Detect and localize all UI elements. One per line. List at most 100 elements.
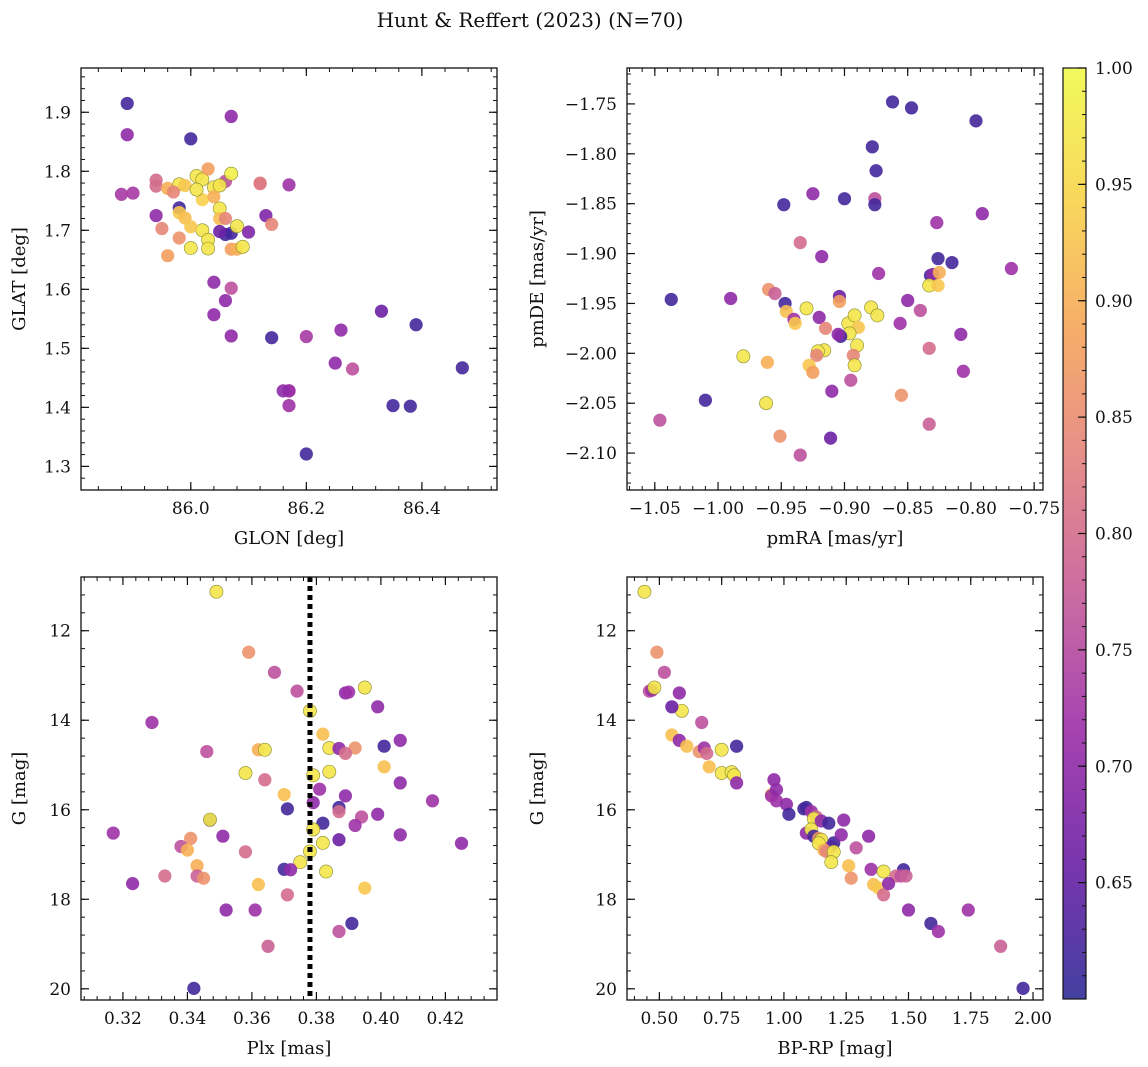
data-point xyxy=(393,776,407,790)
data-point xyxy=(178,178,192,193)
data-point xyxy=(158,869,172,883)
x-axis-label: BP-RP [mag] xyxy=(777,1038,892,1059)
data-point xyxy=(653,413,667,427)
data-point xyxy=(374,304,389,318)
colorbar-tick-label: 0.70 xyxy=(1095,757,1133,777)
axes-frame xyxy=(80,67,498,491)
panel-plx-g: 0.32 0.34 0.36 0.38 0.40 0.42 12 14 16 18 20 Plx [m… xyxy=(9,576,498,1059)
data-point xyxy=(822,816,836,830)
data-point xyxy=(114,187,129,201)
x-tick-label: 0.50 xyxy=(640,1009,678,1029)
data-point xyxy=(242,645,256,659)
data-point xyxy=(777,198,791,212)
data-point xyxy=(316,816,330,830)
data-point xyxy=(810,348,824,362)
data-point xyxy=(161,249,175,263)
data-point xyxy=(299,447,313,461)
y-tick-label: 18 xyxy=(49,890,71,910)
data-point xyxy=(120,128,134,142)
data-point xyxy=(847,358,862,373)
data-point xyxy=(277,787,291,802)
data-point xyxy=(315,835,330,850)
data-point xyxy=(238,845,253,859)
y-tick-label: −1.75 xyxy=(565,95,617,115)
data-point xyxy=(201,162,215,176)
data-point xyxy=(885,95,900,109)
data-point xyxy=(714,742,729,757)
data-point xyxy=(650,645,664,659)
data-point xyxy=(216,829,230,843)
data-point xyxy=(724,291,738,306)
data-point xyxy=(824,855,839,870)
data-point xyxy=(409,318,423,332)
data-point xyxy=(932,265,946,280)
x-axis-label: GLON [deg] xyxy=(234,528,344,549)
data-point xyxy=(377,739,391,753)
data-point xyxy=(207,190,221,204)
panel-bprp-g: 0.50 0.75 1.00 1.25 1.50 1.75 2.00 12 14 16 18 20 BP… xyxy=(527,576,1052,1059)
data-point xyxy=(207,275,221,289)
data-point xyxy=(238,766,253,780)
data-point xyxy=(224,166,239,181)
data-point xyxy=(812,310,826,325)
data-point xyxy=(904,101,919,115)
data-point xyxy=(251,877,265,892)
data-point xyxy=(975,207,989,221)
y-tick-label: 20 xyxy=(49,980,71,1000)
data-point xyxy=(189,182,204,197)
x-tick-label: 0.36 xyxy=(233,1009,271,1029)
y-axis-label: G [mag] xyxy=(9,752,30,825)
data-point xyxy=(876,888,891,902)
data-point xyxy=(149,179,163,193)
data-point xyxy=(149,208,163,223)
data-point xyxy=(844,871,858,885)
data-point xyxy=(207,308,221,322)
data-point xyxy=(345,916,359,931)
x-tick-label: 0.40 xyxy=(362,1009,400,1029)
y-tick-label: 16 xyxy=(49,801,71,821)
x-tick-label: −1.00 xyxy=(692,499,744,519)
data-point xyxy=(769,783,784,797)
panel-glon-glat: 86.0 86.2 86.4 1.3 1.4 1.5 1.6 1.7 1.8 1.9 GLON [d… xyxy=(9,67,498,549)
data-point xyxy=(695,715,709,730)
data-point xyxy=(930,216,944,230)
data-point xyxy=(864,862,878,876)
data-point xyxy=(212,178,227,193)
data-point xyxy=(961,903,975,917)
x-tick-label: −0.95 xyxy=(755,499,807,519)
x-tick-label: 0.38 xyxy=(297,1009,335,1029)
data-point xyxy=(994,939,1008,953)
y-tick-label: −1.90 xyxy=(565,245,617,265)
data-point xyxy=(299,329,313,344)
y-tick-label: 16 xyxy=(595,801,617,821)
data-point xyxy=(184,132,198,146)
x-tick-label: −0.80 xyxy=(945,499,997,519)
y-tick-label: 12 xyxy=(595,622,617,642)
data-point xyxy=(338,789,353,803)
data-point xyxy=(922,341,936,355)
data-point xyxy=(901,293,915,308)
data-point xyxy=(224,109,238,123)
colorbar: 0.65 0.70 0.75 0.80 0.85 0.90 0.95 1.00 xyxy=(1062,59,1133,1000)
data-point xyxy=(793,235,807,250)
x-tick-label: 0.75 xyxy=(703,1009,741,1029)
y-tick-label: 1.4 xyxy=(44,398,71,418)
data-point xyxy=(956,364,970,378)
data-point xyxy=(837,813,851,827)
data-point xyxy=(342,685,356,699)
data-point xyxy=(224,329,238,343)
data-point xyxy=(869,164,883,178)
data-point xyxy=(870,308,885,323)
data-point xyxy=(657,665,671,679)
colorbar-tick-label: 0.95 xyxy=(1095,175,1133,195)
data-point xyxy=(832,294,847,309)
x-tick-label: −1.05 xyxy=(629,499,681,519)
x-tick-label: 0.42 xyxy=(426,1009,464,1029)
data-point xyxy=(265,217,279,232)
data-point xyxy=(815,249,829,264)
data-point xyxy=(865,140,879,154)
data-point xyxy=(280,802,294,816)
data-point xyxy=(371,807,385,821)
data-point xyxy=(345,362,360,376)
